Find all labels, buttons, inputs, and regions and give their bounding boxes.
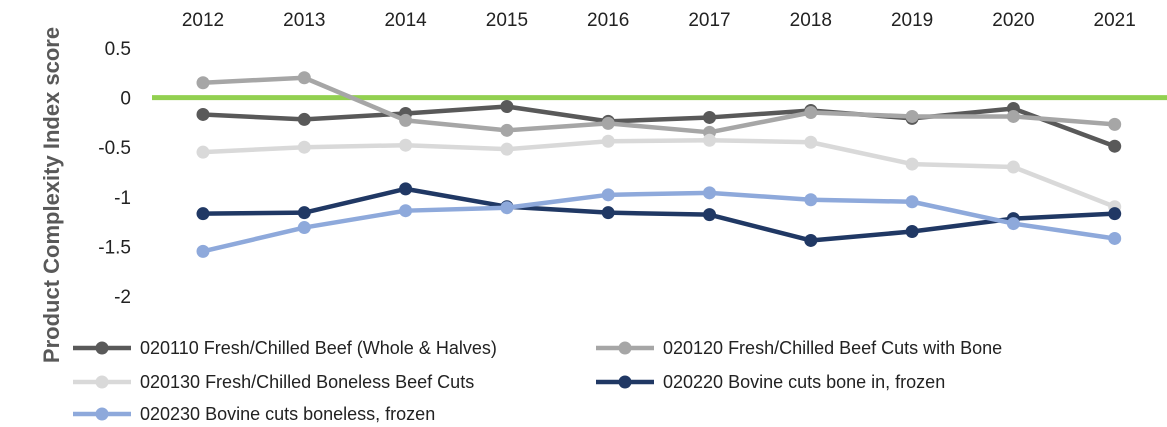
data-point (1108, 207, 1122, 221)
series-line (202, 138, 1116, 209)
y-tick-label: -1.5 (98, 237, 131, 258)
data-point (399, 204, 413, 218)
series-5 (196, 186, 1122, 258)
y-axis-ticks: 0.5 0 -0.5 -1 -1.5 -2 (98, 39, 131, 308)
data-point (1006, 160, 1020, 174)
legend-item: 020220 Bovine cuts bone in, frozen (596, 372, 945, 392)
data-point (804, 193, 818, 207)
data-point (399, 113, 413, 127)
x-tick-label: 2018 (790, 10, 832, 31)
legend-label: 020120 Fresh/Chilled Beef Cuts with Bone (663, 338, 1002, 358)
data-point (1006, 109, 1020, 123)
series-group (196, 71, 1122, 258)
data-point (297, 221, 311, 235)
data-point (804, 105, 818, 119)
y-tick-label: -2 (114, 287, 131, 308)
data-point (905, 157, 919, 171)
data-point (399, 182, 413, 196)
x-tick-label: 2016 (587, 10, 629, 31)
x-axis-ticks: 2012 2013 2014 2015 2016 2017 2018 2019 2020 2021 (182, 10, 1136, 31)
data-point (1006, 217, 1020, 231)
x-tick-label: 2012 (182, 10, 224, 31)
series-2 (196, 71, 1122, 139)
data-point (905, 109, 919, 123)
data-point (196, 207, 210, 221)
data-point (601, 134, 615, 148)
data-point (500, 142, 514, 156)
legend-swatch-marker (618, 375, 632, 389)
y-axis-label: Product Complexity Index score (39, 27, 64, 363)
data-point (1108, 117, 1122, 131)
series-3 (196, 133, 1122, 214)
data-point (297, 112, 311, 126)
data-point (1108, 139, 1122, 153)
data-point (703, 110, 716, 124)
data-point (601, 188, 615, 202)
legend-swatch-marker (95, 341, 109, 355)
series-line (202, 190, 1116, 254)
y-tick-label: 0 (120, 89, 131, 110)
data-point (804, 233, 818, 247)
series-line (202, 75, 1115, 135)
data-point (703, 208, 716, 222)
data-point (196, 107, 210, 121)
data-point (500, 123, 514, 137)
legend-swatch-marker (95, 407, 109, 421)
data-point (703, 133, 716, 147)
legend-item: 020120 Fresh/Chilled Beef Cuts with Bone (596, 338, 1002, 358)
legend-item: 020130 Fresh/Chilled Boneless Beef Cuts (73, 372, 474, 392)
legend-swatch-marker (618, 341, 632, 355)
data-point (703, 186, 716, 200)
legend-item: 020110 Fresh/Chilled Beef (Whole & Halve… (73, 338, 497, 358)
series-line (202, 186, 1115, 243)
series-line (202, 104, 1116, 149)
data-point (905, 225, 919, 239)
x-tick-label: 2020 (992, 10, 1034, 31)
y-tick-label: 0.5 (105, 39, 131, 60)
legend: 020110 Fresh/Chilled Beef (Whole & Halve… (73, 338, 1002, 424)
x-tick-label: 2017 (688, 10, 730, 31)
legend-label: 020220 Bovine cuts bone in, frozen (663, 372, 945, 392)
legend-swatch-marker (95, 375, 109, 389)
legend-label: 020110 Fresh/Chilled Beef (Whole & Halve… (140, 338, 497, 358)
x-tick-label: 2014 (384, 10, 427, 31)
data-point (399, 138, 413, 152)
x-tick-label: 2013 (283, 10, 325, 31)
data-point (804, 135, 818, 149)
x-tick-label: 2019 (891, 10, 933, 31)
data-point (500, 100, 514, 114)
data-point (196, 145, 210, 159)
x-tick-label: 2021 (1094, 10, 1136, 31)
y-tick-label: -0.5 (98, 138, 131, 159)
data-point (196, 244, 210, 258)
legend-item: 020230 Bovine cuts boneless, frozen (73, 404, 435, 424)
data-point (1108, 231, 1122, 245)
data-point (601, 116, 615, 130)
data-point (500, 201, 514, 215)
x-tick-label: 2015 (486, 10, 528, 31)
data-point (601, 206, 615, 220)
data-point (905, 195, 919, 209)
legend-label: 020230 Bovine cuts boneless, frozen (140, 404, 435, 424)
data-point (297, 71, 311, 85)
data-point (297, 206, 311, 220)
legend-label: 020130 Fresh/Chilled Boneless Beef Cuts (140, 372, 474, 392)
data-point (297, 140, 311, 154)
data-point (196, 76, 210, 90)
y-tick-label: -1 (114, 188, 131, 209)
